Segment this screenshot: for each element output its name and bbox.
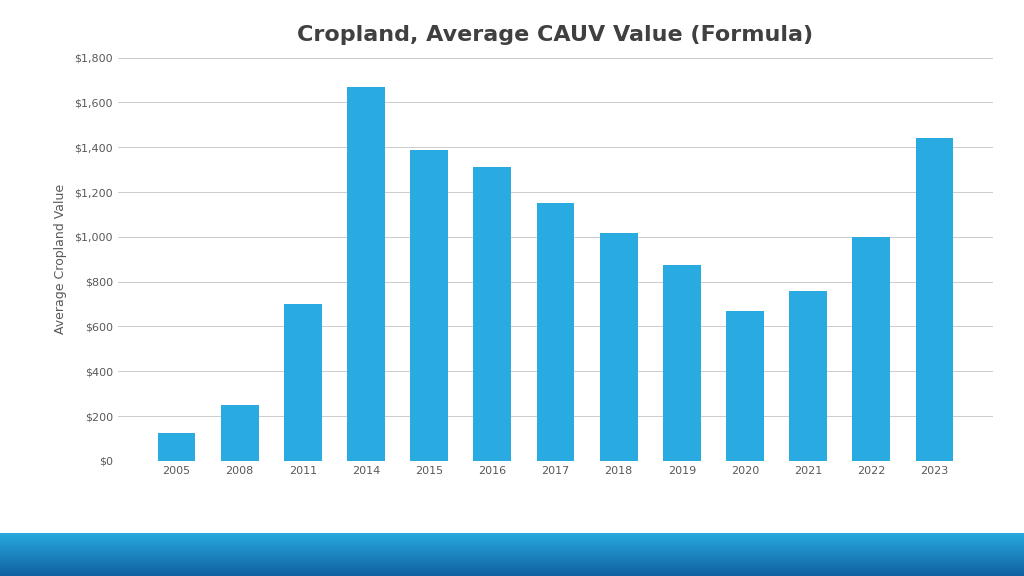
Bar	[726, 311, 764, 461]
Bar	[915, 138, 953, 461]
Bar	[221, 405, 259, 461]
Bar	[790, 291, 827, 461]
Bar	[411, 150, 449, 461]
Bar	[852, 237, 890, 461]
Bar	[663, 264, 700, 461]
Bar	[284, 304, 322, 461]
Bar	[537, 203, 574, 461]
Bar	[347, 87, 385, 461]
Bar	[600, 233, 638, 461]
Bar	[473, 168, 511, 461]
Title: Cropland, Average CAUV Value (Formula): Cropland, Average CAUV Value (Formula)	[297, 25, 814, 45]
Y-axis label: Average Cropland Value: Average Cropland Value	[54, 184, 68, 334]
Bar	[158, 433, 196, 461]
